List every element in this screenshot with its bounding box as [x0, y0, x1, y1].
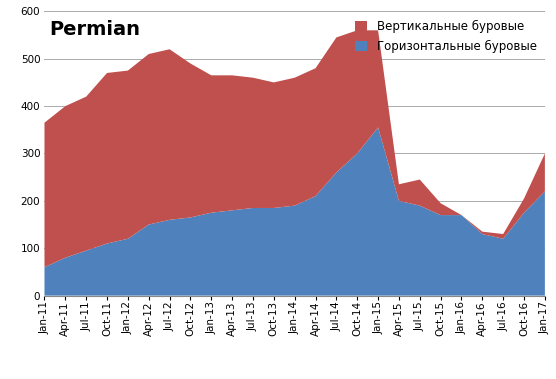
- Legend: Вертикальные буровые, Горизонтальные буровые: Вертикальные буровые, Горизонтальные бур…: [351, 15, 542, 58]
- Text: Permian: Permian: [49, 20, 141, 39]
